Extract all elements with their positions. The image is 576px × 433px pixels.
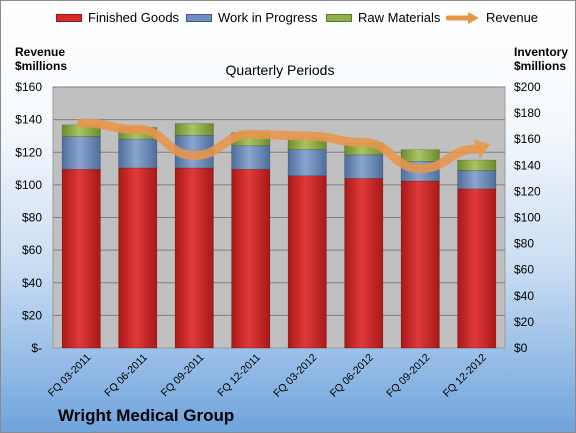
chart-legend: Finished Goods Work in Progress Raw Mate… [0,10,576,32]
bar-work-in-progress [61,136,101,170]
bar-raw-materials [400,149,440,162]
x-axis-tick-label: FQ 06-2011 [102,352,150,400]
left-axis-tick-label: $140 [15,113,42,127]
legend-item-finished-goods: Finished Goods [56,10,179,25]
bar-finished-goods [118,167,158,349]
left-axis-tick-label: $60 [22,243,42,257]
legend-label: Finished Goods [88,10,180,25]
x-axis-tick-label: FQ 03-2011 [46,352,94,400]
bar-work-in-progress [344,154,384,179]
legend-swatch-finished-goods [56,13,82,22]
legend-label: Work in Progress [218,10,318,25]
x-axis-tick-label: FQ 09-2011 [159,352,207,400]
company-name: Wright Medical Group [58,406,235,425]
revenue-arrowhead [473,139,490,159]
bar-finished-goods [231,168,271,349]
left-axis-tick-label: $40 [22,276,42,290]
right-axis-tick-label: $200 [514,80,541,94]
legend-arrow-icon [446,11,479,24]
legend-item-revenue: Revenue [446,10,538,25]
right-axis-title-line-2: $millions [514,59,567,73]
bar-work-in-progress [118,138,158,169]
bar-work-in-progress [287,149,327,177]
x-axis-tick-label: FQ 09-2012 [384,352,432,400]
right-axis-tick-label: $140 [514,158,541,172]
right-axis-tick-label: $20 [514,315,534,329]
bar-work-in-progress [231,145,271,170]
bar-finished-goods [344,178,384,349]
bar-finished-goods [287,175,327,349]
x-axis-tick-label: FQ 12-2011 [215,352,263,400]
right-axis-tick-label: $80 [514,237,534,251]
revenue-line [76,118,482,174]
legend-item-raw-materials: Raw Materials [326,10,440,25]
right-axis-tick-label: $0 [514,341,528,355]
bar-work-in-progress [457,170,497,190]
left-axis-title: Revenue $millions [15,45,67,73]
left-axis-tick-label: $100 [15,178,42,192]
x-axis-tick-label: FQ 03-2012 [271,352,319,400]
legend-swatch-raw-materials [326,13,352,22]
right-axis-tick-label: $40 [514,289,534,303]
right-axis-tick-label: $60 [514,263,534,277]
right-axis-title: Inventory $millions [514,45,568,73]
bar-finished-goods [400,180,440,349]
left-axis-tick-label: $- [31,341,42,355]
legend-swatch-work-in-progress [186,13,212,22]
bar-raw-materials [457,159,497,171]
x-axis-tick-label: FQ 12-2012 [441,352,489,400]
bar-raw-materials [174,123,214,136]
left-axis-tick-label: $80 [22,211,42,225]
chart-title: Quarterly Periods [225,62,335,78]
bar-finished-goods [61,168,101,349]
left-axis-title-line-2: $millions [15,59,68,73]
x-axis-tick-label: FQ 06-2012 [328,352,376,400]
left-axis-tick-label: $160 [15,80,42,94]
right-axis-tick-label: $120 [514,184,541,198]
right-axis-tick-label: $100 [514,211,541,225]
legend-label: Revenue [486,10,539,25]
right-axis-tick-label: $160 [514,132,541,146]
legend-label: Raw Materials [358,10,441,25]
left-axis-tick-label: $120 [15,145,42,159]
left-axis-title-line-1: Revenue [15,45,66,59]
left-axis-tick-label: $20 [22,308,42,322]
legend-item-work-in-progress: Work in Progress [186,10,317,25]
bar-finished-goods [457,188,497,349]
bar-finished-goods [174,167,214,349]
right-axis-title-line-1: Inventory [514,45,569,59]
right-axis-tick-label: $180 [514,106,541,120]
